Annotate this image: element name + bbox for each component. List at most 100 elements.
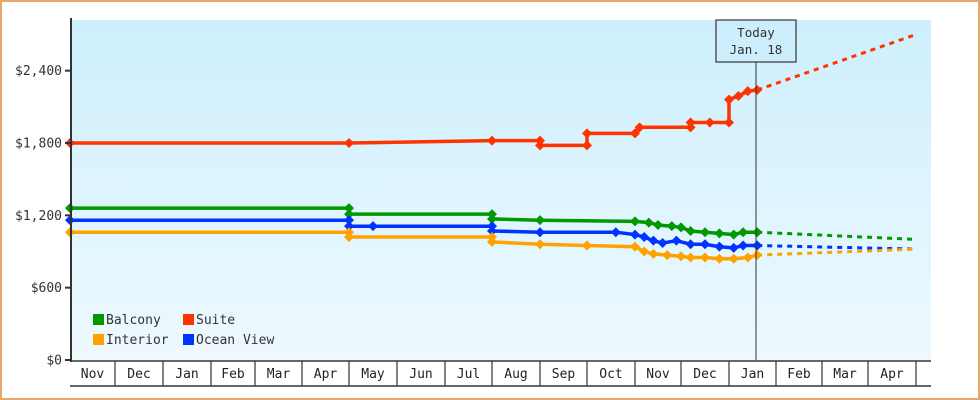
data-point[interactable]	[728, 253, 739, 264]
data-point[interactable]	[487, 236, 497, 247]
data-point[interactable]	[752, 240, 763, 251]
legend-label: Suite	[196, 313, 235, 328]
series-ocean-view	[65, 215, 917, 253]
data-point[interactable]	[700, 227, 710, 238]
data-point[interactable]	[630, 229, 640, 240]
data-point[interactable]	[630, 241, 640, 252]
data-point[interactable]	[700, 252, 710, 263]
data-point[interactable]	[738, 227, 749, 238]
month-label: Aug	[504, 367, 527, 382]
data-point[interactable]	[742, 252, 753, 263]
data-point[interactable]	[639, 246, 650, 257]
data-point[interactable]	[738, 240, 749, 251]
legend-label: Interior	[106, 333, 169, 348]
data-point[interactable]	[700, 239, 710, 250]
series-layer	[65, 33, 917, 264]
data-point[interactable]	[344, 215, 354, 226]
today-label: Today	[737, 25, 775, 40]
data-point[interactable]	[648, 235, 659, 246]
data-point[interactable]	[639, 232, 650, 243]
month-label: May	[361, 367, 385, 382]
data-point[interactable]	[714, 228, 725, 239]
legend-swatch	[183, 334, 194, 345]
month-label: Dec	[127, 367, 150, 382]
y-tick-label: $1,200	[15, 209, 62, 224]
data-point[interactable]	[535, 140, 545, 151]
data-point[interactable]	[676, 222, 686, 233]
y-tick-label: $2,400	[15, 64, 62, 79]
data-point[interactable]	[724, 94, 734, 105]
y-tick-label: $1,800	[15, 137, 62, 152]
data-point[interactable]	[742, 86, 753, 97]
data-point[interactable]	[685, 117, 696, 128]
data-point[interactable]	[487, 226, 497, 237]
forecast-line	[756, 33, 917, 92]
month-label: Nov	[81, 367, 105, 382]
data-point[interactable]	[582, 128, 592, 139]
data-point[interactable]	[368, 221, 378, 232]
month-label: Oct	[599, 367, 622, 382]
data-point[interactable]	[630, 216, 640, 227]
month-label: Mar	[267, 367, 291, 382]
data-point[interactable]	[662, 250, 673, 261]
forecast-line	[757, 247, 917, 257]
data-point[interactable]	[685, 252, 696, 263]
data-point[interactable]	[728, 229, 739, 240]
data-point[interactable]	[653, 219, 663, 230]
month-label: Apr	[314, 367, 338, 382]
data-point[interactable]	[535, 227, 545, 238]
data-point[interactable]	[685, 226, 696, 237]
month-label: Dec	[693, 367, 716, 382]
data-point[interactable]	[724, 117, 734, 128]
legend-item-suite[interactable]: Suite	[183, 313, 235, 328]
data-point[interactable]	[671, 235, 682, 246]
month-label: Jul	[457, 367, 480, 382]
legend-item-balcony[interactable]: Balcony	[93, 313, 161, 328]
data-point[interactable]	[714, 241, 725, 252]
data-point[interactable]	[487, 213, 497, 224]
data-point[interactable]	[344, 221, 354, 232]
legend-item-interior[interactable]: Interior	[93, 333, 169, 348]
data-point[interactable]	[344, 232, 354, 243]
data-point[interactable]	[648, 248, 659, 259]
today-marker: Today Jan. 18	[715, 19, 797, 360]
month-label: Feb	[787, 367, 811, 382]
data-point[interactable]	[714, 253, 725, 264]
month-label: Sep	[552, 367, 576, 382]
y-axis-ticks: $0 $600 $1,200 $1,800 $2,400	[15, 64, 71, 369]
data-point[interactable]	[752, 250, 763, 261]
legend-swatch	[183, 314, 194, 325]
data-point[interactable]	[634, 122, 645, 133]
legend-swatch	[93, 314, 104, 325]
data-point[interactable]	[676, 251, 686, 262]
legend-item-ocean-view[interactable]: Ocean View	[183, 333, 274, 348]
data-point[interactable]	[344, 203, 354, 214]
x-axis-months: Nov Dec Jan Feb Mar Apr May Jun Jul Aug Sep Oct Nov D…	[70, 360, 931, 387]
data-point[interactable]	[487, 135, 497, 146]
month-label: Apr	[880, 367, 904, 382]
data-point[interactable]	[666, 221, 677, 232]
y-tick-label: $600	[31, 281, 62, 296]
month-label: Jan	[175, 367, 198, 382]
data-point[interactable]	[344, 209, 354, 220]
legend-label: Ocean View	[196, 333, 274, 348]
data-point[interactable]	[582, 240, 592, 251]
data-point[interactable]	[685, 239, 696, 250]
data-point[interactable]	[535, 215, 545, 226]
data-point[interactable]	[582, 140, 592, 151]
data-point[interactable]	[733, 90, 744, 101]
data-point[interactable]	[630, 128, 640, 139]
today-date: Jan. 18	[730, 42, 783, 57]
data-point[interactable]	[643, 217, 654, 228]
data-point[interactable]	[610, 227, 621, 238]
plot-area	[71, 20, 931, 360]
data-point[interactable]	[344, 138, 354, 148]
data-point[interactable]	[728, 242, 739, 253]
data-point[interactable]	[704, 117, 715, 128]
series-suite	[65, 33, 917, 151]
data-point[interactable]	[657, 238, 668, 249]
month-label: Feb	[221, 367, 245, 382]
data-point[interactable]	[535, 239, 545, 250]
y-tick-label: $0	[46, 354, 62, 369]
